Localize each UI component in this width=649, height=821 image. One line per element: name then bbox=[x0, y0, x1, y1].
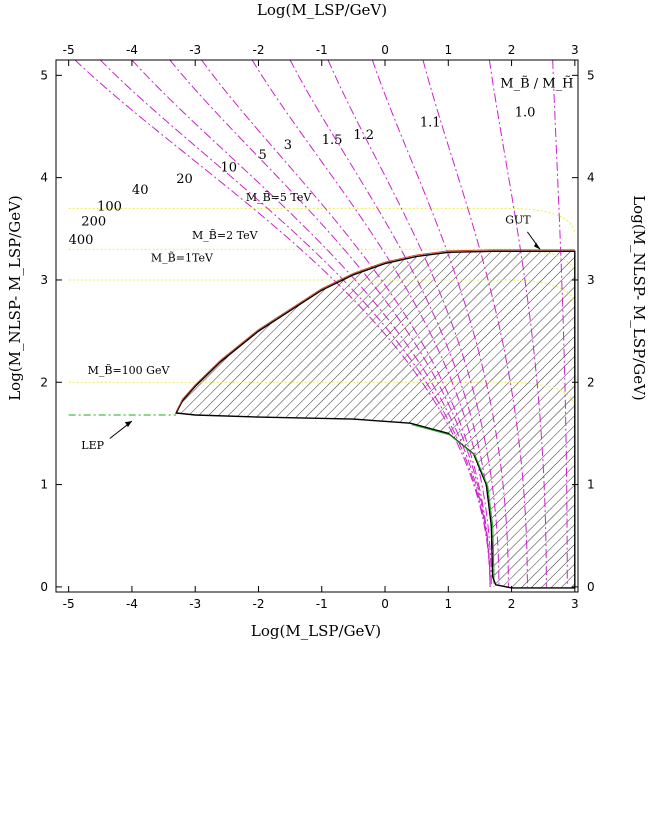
ratio-curve-label: 5 bbox=[258, 148, 266, 163]
y-tick-label-right: 5 bbox=[587, 68, 595, 82]
mb-line-label: M_B̃=2 TeV bbox=[192, 229, 259, 242]
x-tick-label: -3 bbox=[189, 597, 201, 611]
y-tick-label: 4 bbox=[40, 171, 48, 185]
lep-label: LEP bbox=[81, 439, 104, 452]
x-tick-label-top: -1 bbox=[316, 43, 328, 57]
ratio-curve-label: 10 bbox=[221, 161, 238, 176]
ratio-curve-label: 40 bbox=[132, 183, 149, 198]
y-tick-label: 0 bbox=[40, 580, 48, 594]
x-tick-label: 0 bbox=[381, 597, 389, 611]
ratio-curve bbox=[488, 60, 547, 587]
y-tick-label-right: 0 bbox=[587, 580, 595, 594]
lep-arrow-head bbox=[124, 421, 132, 428]
x-tick-label-top: 3 bbox=[571, 43, 579, 57]
ratio-curve-label: 200 bbox=[81, 215, 106, 230]
plot-frame bbox=[55, 59, 579, 593]
ratio-curve-label: 1.0 bbox=[515, 105, 536, 120]
mb-line bbox=[68, 207, 576, 234]
ratio-curve bbox=[131, 60, 491, 587]
plot-clip-group bbox=[68, 60, 576, 589]
gut-label: GUT bbox=[505, 214, 531, 227]
ratio-curve bbox=[99, 60, 491, 587]
ratio-curve-label: 400 bbox=[69, 233, 94, 248]
ratio-curve-label: 100 bbox=[97, 199, 122, 214]
ratio-curve bbox=[327, 60, 500, 587]
y-axis-right-title: Log(M_NLSP- M_LSP/GeV) bbox=[630, 195, 648, 401]
y-tick-label: 2 bbox=[40, 375, 48, 389]
ratio-curve bbox=[552, 60, 568, 587]
ratio-curve bbox=[422, 60, 528, 587]
x-tick-label: -4 bbox=[126, 597, 138, 611]
gut-arrow-head bbox=[534, 242, 541, 250]
ratio-curve-label: 1.1 bbox=[420, 116, 441, 131]
x-tick-label-top: -3 bbox=[189, 43, 201, 57]
y-tick-label: 5 bbox=[40, 68, 48, 82]
x-tick-label-top: 0 bbox=[381, 43, 389, 57]
y-tick-label-right: 4 bbox=[587, 171, 595, 185]
ratio-curve-label: 1.2 bbox=[353, 128, 374, 143]
x-tick-label-top: -2 bbox=[252, 43, 264, 57]
upper-boundary-accent bbox=[175, 249, 575, 412]
x-tick-label-top: 1 bbox=[444, 43, 452, 57]
ratio-curve bbox=[251, 60, 492, 587]
ratio-curve-label: 3 bbox=[284, 138, 292, 153]
ratio-curve bbox=[169, 60, 491, 587]
mb-line-label: M_B̃=5 TeV bbox=[246, 191, 313, 204]
y-tick-label-right: 3 bbox=[587, 273, 595, 287]
x-tick-label-top: -4 bbox=[126, 43, 138, 57]
x-tick-label-top: 2 bbox=[508, 43, 516, 57]
x-tick-label: 3 bbox=[571, 597, 579, 611]
x-tick-label: 2 bbox=[508, 597, 516, 611]
x-axis-title: Log(M_LSP/GeV) bbox=[251, 622, 381, 640]
ratio-curve bbox=[371, 60, 509, 587]
y-tick-label: 1 bbox=[40, 478, 48, 492]
x-tick-label: -5 bbox=[63, 597, 75, 611]
y-tick-label-right: 1 bbox=[587, 478, 595, 492]
x-axis-top-title: Log(M_LSP/GeV) bbox=[257, 1, 387, 19]
ratio-curve bbox=[289, 60, 495, 587]
mb-line-label: M_B̃=1TeV bbox=[151, 252, 214, 265]
x-tick-label-top: -5 bbox=[63, 43, 75, 57]
y-axis-title: Log(M_NLSP- M_LSP/GeV) bbox=[6, 195, 24, 401]
x-tick-label: -1 bbox=[316, 597, 328, 611]
plot-area bbox=[68, 60, 576, 589]
ratio-curve bbox=[201, 60, 491, 587]
ratio-legend-label: M_B̃ / M_H̃ bbox=[500, 75, 573, 91]
y-tick-label-right: 2 bbox=[587, 375, 595, 389]
allowed-region-hatch bbox=[176, 251, 575, 588]
allowed-region-boundary bbox=[175, 250, 576, 589]
ratio-curve-label: 1.5 bbox=[322, 133, 343, 148]
x-tick-label: -2 bbox=[252, 597, 264, 611]
ratio-curve-label: 20 bbox=[176, 172, 193, 187]
mb-line-label: M_B̃=100 GeV bbox=[88, 364, 171, 377]
y-tick-label: 3 bbox=[40, 273, 48, 287]
lower-boundary-accent bbox=[411, 424, 495, 579]
x-tick-label: 1 bbox=[444, 597, 452, 611]
